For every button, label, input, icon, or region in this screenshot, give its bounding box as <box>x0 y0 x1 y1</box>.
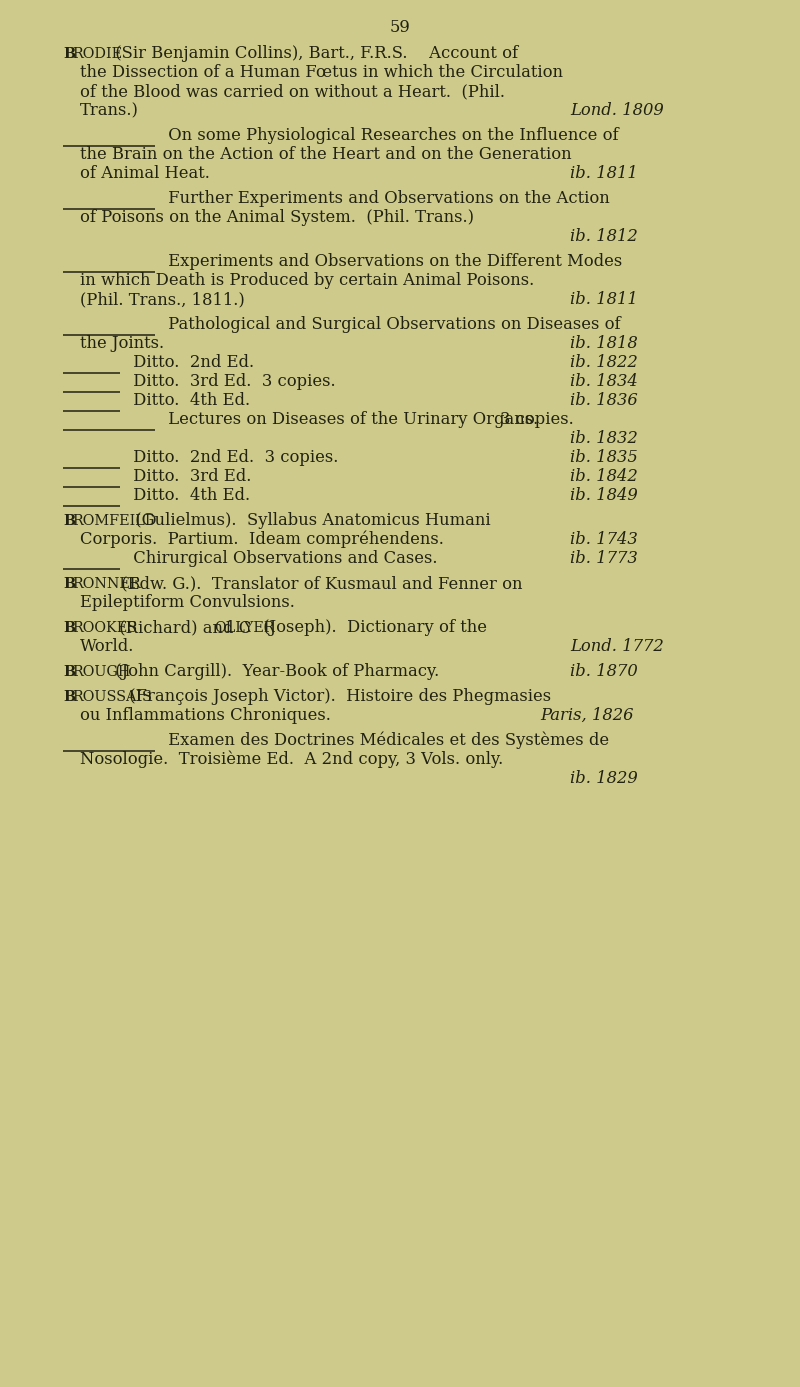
Text: Paris, 1826: Paris, 1826 <box>540 707 634 724</box>
Text: ib. 1835: ib. 1835 <box>570 449 638 466</box>
Text: ib. 1842: ib. 1842 <box>570 467 638 485</box>
Text: ib. 1834: ib. 1834 <box>570 373 638 390</box>
Text: ib. 1811: ib. 1811 <box>570 165 638 182</box>
Text: the Joints.: the Joints. <box>80 336 164 352</box>
Text: Chirurgical Observations and Cases.: Chirurgical Observations and Cases. <box>128 551 438 567</box>
Text: OLLYER: OLLYER <box>214 621 274 635</box>
Text: 59: 59 <box>390 19 410 36</box>
Text: 3 copies.: 3 copies. <box>500 411 574 429</box>
Text: B: B <box>63 577 75 591</box>
Text: RODIE: RODIE <box>72 47 122 61</box>
Text: Ditto.  2nd Ed.: Ditto. 2nd Ed. <box>128 354 254 370</box>
Text: (Edw. G.).  Translator of Kusmaul and Fenner on: (Edw. G.). Translator of Kusmaul and Fen… <box>116 576 522 592</box>
Text: Nosologie.  Troisième Ed.  A 2nd copy, 3 Vols. only.: Nosologie. Troisième Ed. A 2nd copy, 3 V… <box>80 750 503 768</box>
Text: Ditto.  2nd Ed.  3 copies.: Ditto. 2nd Ed. 3 copies. <box>128 449 338 466</box>
Text: ib. 1818: ib. 1818 <box>570 336 638 352</box>
Text: ROMFEILD: ROMFEILD <box>72 515 157 528</box>
Text: B: B <box>63 515 75 528</box>
Text: Pathological and Surgical Observations on Diseases of: Pathological and Surgical Observations o… <box>163 316 621 333</box>
Text: B: B <box>63 621 75 635</box>
Text: Lond. 1772: Lond. 1772 <box>570 638 664 655</box>
Text: ROOKES: ROOKES <box>72 621 137 635</box>
Text: the Brain on the Action of the Heart and on the Generation: the Brain on the Action of the Heart and… <box>80 146 572 164</box>
Text: of Animal Heat.: of Animal Heat. <box>80 165 210 182</box>
Text: (Gulielmus).  Syllabus Anatomicus Humani: (Gulielmus). Syllabus Anatomicus Humani <box>130 512 490 528</box>
Text: Trans.): Trans.) <box>80 103 139 119</box>
Text: ib. 1822: ib. 1822 <box>570 354 638 370</box>
Text: (François Joseph Victor).  Histoire des Phegmasies: (François Joseph Victor). Histoire des P… <box>124 688 551 705</box>
Text: ROUGH: ROUGH <box>72 664 130 680</box>
Text: Examen des Doctrines Médicales et des Systèmes de: Examen des Doctrines Médicales et des Sy… <box>163 731 609 749</box>
Text: Lond. 1809: Lond. 1809 <box>570 103 664 119</box>
Text: ib. 1829: ib. 1829 <box>570 770 638 786</box>
Text: the Dissection of a Human Fœtus in which the Circulation: the Dissection of a Human Fœtus in which… <box>80 64 563 80</box>
Text: B: B <box>63 689 75 705</box>
Text: ou Inflammations Chroniques.: ou Inflammations Chroniques. <box>80 707 331 724</box>
Text: Ditto.  3rd Ed.  3 copies.: Ditto. 3rd Ed. 3 copies. <box>128 373 336 390</box>
Text: (Sir Benjamin Collins), Bart., F.R.S.  Account of: (Sir Benjamin Collins), Bart., F.R.S. Ac… <box>110 44 518 62</box>
Text: B: B <box>63 47 75 61</box>
Text: ib. 1811: ib. 1811 <box>570 291 638 308</box>
Text: of the Blood was carried on without a Heart.  (Phil.: of the Blood was carried on without a He… <box>80 83 505 100</box>
Text: of Poisons on the Animal System.  (Phil. Trans.): of Poisons on the Animal System. (Phil. … <box>80 209 474 226</box>
Text: B: B <box>63 664 75 680</box>
Text: Epileptiform Convulsions.: Epileptiform Convulsions. <box>80 594 295 612</box>
Text: (Richard) and C: (Richard) and C <box>114 619 251 637</box>
Text: Lectures on Diseases of the Urinary Organs.: Lectures on Diseases of the Urinary Orga… <box>163 411 538 429</box>
Text: ib. 1743: ib. 1743 <box>570 531 638 548</box>
Text: ROUSSAIS: ROUSSAIS <box>72 689 152 705</box>
Text: (Joseph).  Dictionary of the: (Joseph). Dictionary of the <box>258 619 487 637</box>
Text: Ditto.  3rd Ed.: Ditto. 3rd Ed. <box>128 467 251 485</box>
Text: (Phil. Trans., 1811.): (Phil. Trans., 1811.) <box>80 291 245 308</box>
Text: On some Physiological Researches on the Influence of: On some Physiological Researches on the … <box>163 128 618 144</box>
Text: World.: World. <box>80 638 134 655</box>
Text: Experiments and Observations on the Different Modes: Experiments and Observations on the Diff… <box>163 252 622 270</box>
Text: ib. 1836: ib. 1836 <box>570 393 638 409</box>
Text: in which Death is Produced by certain Animal Poisons.: in which Death is Produced by certain An… <box>80 272 534 288</box>
Text: ib. 1832: ib. 1832 <box>570 430 638 447</box>
Text: Corporis.  Partium.  Ideam compréhendens.: Corporis. Partium. Ideam compréhendens. <box>80 530 444 548</box>
Text: (John Cargill).  Year-Book of Pharmacy.: (John Cargill). Year-Book of Pharmacy. <box>110 663 439 680</box>
Text: Ditto.  4th Ed.: Ditto. 4th Ed. <box>128 487 250 503</box>
Text: ib. 1812: ib. 1812 <box>570 227 638 245</box>
Text: ib. 1870: ib. 1870 <box>570 663 638 680</box>
Text: Ditto.  4th Ed.: Ditto. 4th Ed. <box>128 393 250 409</box>
Text: ib. 1773: ib. 1773 <box>570 551 638 567</box>
Text: RONNER: RONNER <box>72 577 141 591</box>
Text: Further Experiments and Observations on the Action: Further Experiments and Observations on … <box>163 190 610 207</box>
Text: ib. 1849: ib. 1849 <box>570 487 638 503</box>
